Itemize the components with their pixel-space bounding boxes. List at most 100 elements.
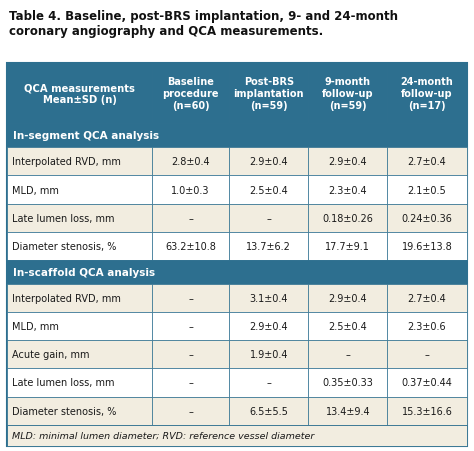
Bar [152,232,229,260]
Text: –: – [188,322,193,331]
Text: MLD, mm: MLD, mm [12,185,59,195]
Bar [229,368,308,397]
Text: 0.18±0.26: 0.18±0.26 [322,213,374,223]
Bar [152,176,229,204]
Bar [7,204,152,232]
Bar [7,176,152,204]
Text: QCA measurements
Mean±SD (n): QCA measurements Mean±SD (n) [24,83,135,105]
Text: –: – [188,406,193,416]
Bar [152,148,229,176]
Text: Late lumen loss, mm: Late lumen loss, mm [12,213,115,223]
Text: 63.2±10.8: 63.2±10.8 [165,241,216,251]
Text: –: – [266,213,271,223]
Text: –: – [188,377,193,387]
Bar [387,313,466,341]
Text: MLD: minimal lumen diameter; RVD: reference vessel diameter: MLD: minimal lumen diameter; RVD: refere… [12,431,314,440]
Text: Late lumen loss, mm: Late lumen loss, mm [12,377,115,387]
Bar [308,204,387,232]
Text: 2.9±0.4: 2.9±0.4 [328,157,367,167]
Text: Acute gain, mm: Acute gain, mm [12,350,90,359]
Text: 0.24±0.36: 0.24±0.36 [401,213,452,223]
Bar [229,204,308,232]
Text: 3.1±0.4: 3.1±0.4 [249,294,288,304]
Text: 2.7±0.4: 2.7±0.4 [408,157,447,167]
Text: 9-month
follow-up
(n=59): 9-month follow-up (n=59) [322,77,374,110]
Bar [387,204,466,232]
Text: Interpolated RVD, mm: Interpolated RVD, mm [12,294,121,304]
Bar [152,368,229,397]
Bar [7,397,152,425]
Bar [387,285,466,313]
Bar [387,148,466,176]
Text: Baseline
procedure
(n=60): Baseline procedure (n=60) [162,77,219,110]
Text: 1.9±0.4: 1.9±0.4 [249,350,288,359]
Bar [152,204,229,232]
Bar [308,313,387,341]
Text: 2.3±0.4: 2.3±0.4 [328,185,367,195]
Bar [308,285,387,313]
Bar [229,176,308,204]
Bar [152,341,229,368]
Bar [7,260,467,285]
Text: Post-BRS
implantation
(n=59): Post-BRS implantation (n=59) [234,77,304,110]
Text: 15.3±16.6: 15.3±16.6 [401,406,452,416]
Bar [229,341,308,368]
Text: 2.5±0.4: 2.5±0.4 [328,322,367,331]
Text: 24-month
follow-up
(n=17): 24-month follow-up (n=17) [401,77,453,110]
Text: 13.4±9.4: 13.4±9.4 [326,406,370,416]
Text: 2.8±0.4: 2.8±0.4 [171,157,210,167]
Bar [229,397,308,425]
Bar [7,232,152,260]
Text: 17.7±9.1: 17.7±9.1 [326,241,370,251]
Bar [152,397,229,425]
Bar [229,148,308,176]
Text: In-scaffold QCA analysis: In-scaffold QCA analysis [13,267,155,277]
Bar [7,425,467,446]
Bar [7,285,152,313]
Text: 0.37±0.44: 0.37±0.44 [401,377,452,387]
Text: 6.5±5.5: 6.5±5.5 [249,406,288,416]
Text: 2.5±0.4: 2.5±0.4 [249,185,288,195]
Bar [229,285,308,313]
Bar [229,64,308,124]
Text: 2.7±0.4: 2.7±0.4 [408,294,447,304]
Text: Diameter stenosis, %: Diameter stenosis, % [12,406,117,416]
Bar [308,368,387,397]
Text: –: – [188,294,193,304]
Text: Diameter stenosis, %: Diameter stenosis, % [12,241,117,251]
Bar [229,232,308,260]
Bar [7,341,152,368]
Text: –: – [188,213,193,223]
Bar [152,64,229,124]
Bar [387,64,466,124]
Bar [387,341,466,368]
Bar [387,232,466,260]
Bar [308,232,387,260]
Bar [229,313,308,341]
Text: 1.0±0.3: 1.0±0.3 [171,185,210,195]
Bar [152,285,229,313]
Text: 19.6±13.8: 19.6±13.8 [401,241,452,251]
Text: 2.9±0.4: 2.9±0.4 [328,294,367,304]
Text: –: – [425,350,429,359]
Bar [7,64,467,446]
Text: MLD, mm: MLD, mm [12,322,59,331]
Text: 13.7±6.2: 13.7±6.2 [246,241,291,251]
Text: –: – [188,350,193,359]
Text: 2.1±0.5: 2.1±0.5 [408,185,447,195]
Bar [7,148,152,176]
Text: –: – [266,377,271,387]
Bar [152,313,229,341]
Bar [308,341,387,368]
Text: 2.3±0.6: 2.3±0.6 [408,322,447,331]
Bar [7,313,152,341]
Bar [308,64,387,124]
Text: Interpolated RVD, mm: Interpolated RVD, mm [12,157,121,167]
Bar [308,397,387,425]
Text: Table 4. Baseline, post-BRS implantation, 9- and 24-month
coronary angiography a: Table 4. Baseline, post-BRS implantation… [9,10,398,38]
Bar [308,176,387,204]
Text: In-segment QCA analysis: In-segment QCA analysis [13,131,159,141]
Text: 2.9±0.4: 2.9±0.4 [249,157,288,167]
Text: –: – [346,350,350,359]
Bar [387,368,466,397]
